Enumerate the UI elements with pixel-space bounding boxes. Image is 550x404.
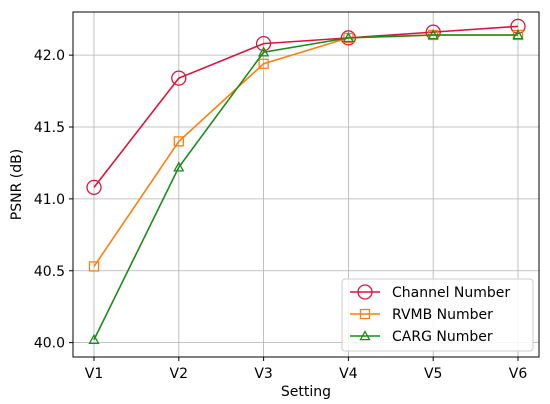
y-tick-label: 41.5 xyxy=(34,120,65,136)
x-tick-label: V4 xyxy=(339,366,358,382)
y-tick-label: 40.5 xyxy=(34,264,65,280)
triangle-marker xyxy=(173,161,185,172)
legend-box xyxy=(341,278,534,352)
circle-marker xyxy=(255,35,272,52)
y-axis-ticks: 40.0 40.5 41.0 41.5 42.0 xyxy=(34,48,73,352)
legend-label: Channel Number xyxy=(392,285,510,301)
legend: Channel Number RVMB Number CARG Number xyxy=(341,278,534,352)
x-tick-label: V6 xyxy=(509,366,528,382)
square-marker xyxy=(88,261,100,272)
y-axis-label: PSNR (dB) xyxy=(9,149,25,220)
series-line xyxy=(93,34,518,341)
square-marker xyxy=(173,136,184,147)
circle-marker xyxy=(357,284,373,300)
triangle-marker xyxy=(512,29,524,40)
square-marker xyxy=(359,308,371,320)
x-tick-label: V2 xyxy=(170,366,188,382)
y-tick-label: 40.0 xyxy=(34,336,65,352)
x-axis-label: Setting xyxy=(281,384,331,400)
plot-frame xyxy=(72,11,540,358)
legend-item: CARG Number xyxy=(350,329,493,345)
y-tick-label: 41.0 xyxy=(34,192,65,208)
series-line xyxy=(93,34,518,267)
triangle-marker xyxy=(427,29,439,40)
x-axis-ticks: V1 V2 V3 V4 V5 V6 xyxy=(85,357,528,382)
triangle-marker xyxy=(359,330,371,341)
triangle-marker xyxy=(88,333,100,345)
legend-label: CARG Number xyxy=(392,329,493,345)
triangle-marker xyxy=(342,32,355,43)
legend-item: Channel Number xyxy=(350,284,510,301)
circle-marker xyxy=(86,179,102,196)
series-line xyxy=(93,25,519,188)
x-tick-label: V3 xyxy=(254,366,272,382)
series-carg-number xyxy=(88,29,524,345)
circle-marker xyxy=(171,70,187,86)
series-rvmb-number xyxy=(88,29,524,272)
series-layer xyxy=(86,18,526,345)
square-marker xyxy=(258,58,269,69)
y-tick-label: 42.0 xyxy=(34,48,65,64)
x-tick-label: V5 xyxy=(424,366,442,382)
legend-item: RVMB Number xyxy=(350,307,493,323)
legend-label: RVMB Number xyxy=(392,307,493,323)
grid-lines xyxy=(73,12,539,357)
x-tick-label: V1 xyxy=(85,366,103,382)
triangle-marker xyxy=(257,46,270,57)
circle-marker xyxy=(510,18,526,35)
